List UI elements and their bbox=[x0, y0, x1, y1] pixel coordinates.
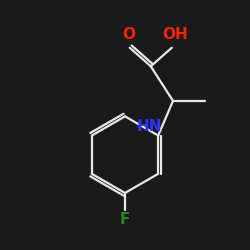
Text: HN: HN bbox=[137, 119, 162, 134]
Text: F: F bbox=[120, 212, 130, 227]
Text: O: O bbox=[122, 26, 135, 42]
Text: OH: OH bbox=[162, 26, 188, 42]
